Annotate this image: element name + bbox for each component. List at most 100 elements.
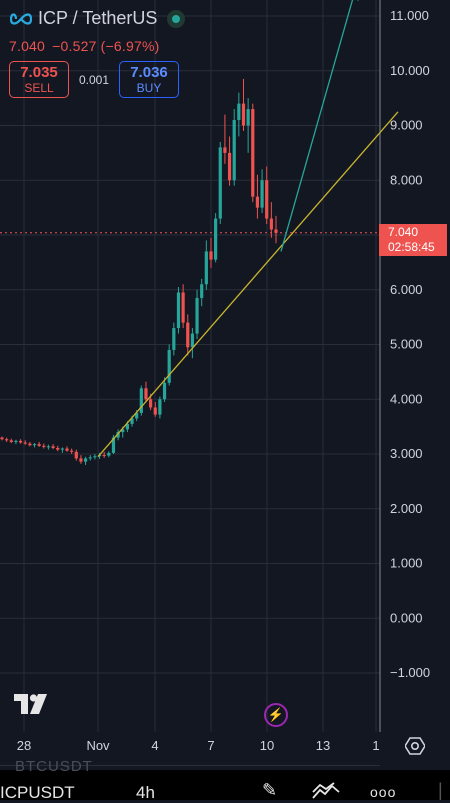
pencil-icon[interactable]: ✎	[262, 780, 278, 800]
candle-body	[181, 292, 185, 323]
time-scale[interactable]: 28 Nov 4 7 10 13 1	[17, 738, 380, 753]
candle-body	[56, 447, 60, 450]
candle-body	[83, 458, 88, 462]
candle-body	[46, 446, 51, 448]
chart-grid	[0, 0, 380, 732]
edge-divider: |	[438, 780, 443, 800]
pair-title[interactable]: ICP / TetherUS	[38, 8, 158, 28]
candle-body	[237, 103, 241, 121]
time-tick-label: Nov	[86, 738, 110, 753]
indicators-icon[interactable]	[312, 782, 340, 800]
market-open-status-icon	[167, 9, 186, 28]
price-tick-label: 1.000	[390, 556, 423, 571]
trendline[interactable]	[97, 111, 399, 458]
buy-price: 7.036	[130, 64, 168, 81]
price-change-percent: (−6.97%)	[100, 38, 160, 54]
price-tick-label: 2.000	[390, 501, 423, 516]
candle-body	[60, 448, 64, 450]
price-scale[interactable]: 11.00010.0009.0008.0007.0006.0005.0004.0…	[390, 8, 430, 680]
candle-body	[51, 446, 55, 448]
bar-countdown: 02:58:45	[388, 240, 435, 254]
bottom-toolbar: BTCUSDT ICPUSDT 4h ✎ ooo |	[0, 758, 450, 802]
price-tick-label: 11.000	[390, 8, 429, 23]
candle-body	[111, 437, 116, 453]
candle-body	[227, 152, 232, 181]
candle-body	[9, 440, 13, 442]
last-price-tag: 7.040 02:58:45	[379, 224, 447, 256]
candle-body	[28, 443, 32, 446]
price-tick-label: 8.000	[390, 172, 423, 187]
candle-body	[88, 457, 92, 459]
candle-body	[144, 388, 148, 400]
candle-body	[102, 455, 106, 457]
price-tick-label: 6.000	[390, 282, 423, 297]
candle-body	[204, 251, 208, 285]
candle-body	[135, 412, 139, 419]
candle-body	[130, 418, 134, 424]
candle-body	[246, 109, 250, 126]
candle-body	[167, 349, 171, 383]
sell-button[interactable]: 7.035 SELL	[9, 61, 69, 98]
previous-symbol-ghost: BTCUSDT	[15, 758, 93, 775]
symbol-selector[interactable]: ICPUSDT	[0, 783, 75, 802]
sell-price: 7.035	[20, 64, 58, 81]
price-change-line: 7.040 −0.527 (−6.97%)	[9, 38, 159, 54]
candle-body	[18, 440, 23, 443]
price-tick-label: 0.000	[390, 610, 423, 625]
spread-value: 0.001	[79, 73, 110, 87]
price-tick-label: −1.000	[390, 665, 430, 680]
candle-body	[223, 147, 227, 153]
price-tick-label: 10.000	[390, 63, 430, 78]
candle-body	[32, 444, 37, 446]
time-tick-label: 28	[17, 738, 31, 753]
candle-body	[149, 399, 153, 408]
candle-body	[0, 437, 4, 440]
flash-icon[interactable]: ⚡	[264, 703, 288, 727]
sell-label: SELL	[24, 81, 54, 95]
candle-body	[5, 439, 9, 441]
projection-arrow[interactable]	[280, 0, 359, 252]
candle-body	[214, 218, 218, 260]
candle-body	[251, 109, 255, 197]
settings-icon[interactable]	[405, 736, 425, 756]
price-tag-value: 7.040	[388, 225, 419, 239]
last-price: 7.040	[9, 38, 46, 54]
candle-body	[14, 440, 18, 442]
arrow-shaft	[280, 0, 354, 252]
buy-button[interactable]: 7.036 BUY	[119, 61, 179, 98]
candle-body	[241, 103, 246, 126]
price-tick-label: 5.000	[390, 337, 423, 352]
axis-separator	[0, 765, 380, 766]
candle-body	[265, 180, 269, 219]
candle-body	[37, 444, 41, 446]
price-tick-label: 4.000	[390, 391, 423, 406]
candle-body	[218, 147, 222, 219]
candle-body	[23, 442, 27, 444]
candle-body	[107, 452, 111, 456]
candle-body	[74, 451, 78, 459]
candle-body	[116, 432, 120, 438]
candle-body	[65, 448, 69, 451]
more-icon[interactable]: ooo	[370, 784, 397, 800]
candle-body	[195, 297, 199, 334]
candle-body	[186, 322, 190, 348]
arrow-head	[357, 0, 359, 1]
candle-body	[121, 429, 125, 433]
price-change: −0.527	[52, 38, 97, 54]
candle-body	[172, 328, 176, 350]
icp-logo-icon	[10, 12, 32, 25]
candle-body	[274, 229, 278, 233]
tradingview-logo-icon	[14, 694, 47, 714]
symbol-header[interactable]: ICP / TetherUS	[10, 8, 186, 29]
candle-body	[153, 407, 157, 415]
price-tick-label: 9.000	[390, 118, 423, 133]
time-tick-label: 4	[151, 738, 158, 753]
time-tick-label: 10	[260, 738, 274, 753]
candle-body	[232, 120, 236, 181]
candle-body	[200, 284, 204, 298]
candle-body	[42, 445, 46, 447]
candle-body	[158, 399, 162, 415]
timeframe-selector[interactable]: 4h	[136, 783, 155, 802]
candle-body	[190, 333, 195, 348]
